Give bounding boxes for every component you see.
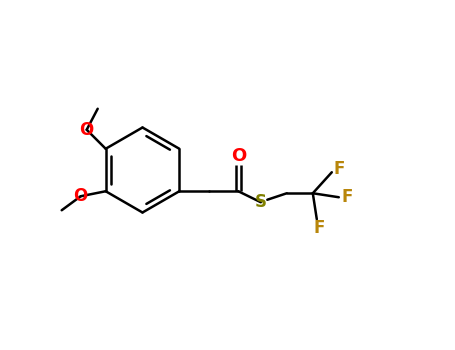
Text: F: F (341, 188, 353, 206)
Text: O: O (74, 187, 88, 205)
Text: F: F (333, 160, 344, 178)
Text: S: S (255, 193, 267, 211)
Text: F: F (313, 219, 325, 237)
Text: O: O (231, 147, 246, 165)
Text: O: O (80, 121, 94, 139)
